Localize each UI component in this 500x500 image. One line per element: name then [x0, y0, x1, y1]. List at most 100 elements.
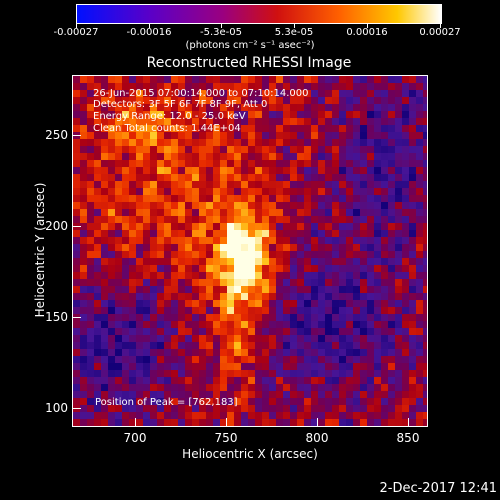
heatmap-cell: [199, 307, 206, 314]
heatmap-cell: [311, 335, 318, 342]
heatmap-cell: [185, 265, 192, 272]
heatmap-cell: [339, 237, 346, 244]
heatmap-cell: [367, 237, 374, 244]
heatmap-cell: [115, 237, 122, 244]
heatmap-cell: [304, 328, 311, 335]
heatmap-cell: [73, 412, 80, 419]
heatmap-cell: [164, 160, 171, 167]
heatmap-cell: [199, 97, 206, 104]
heatmap-cell: [332, 272, 339, 279]
heatmap-cell: [136, 398, 143, 405]
heatmap-cell: [108, 195, 115, 202]
heatmap-cell: [374, 216, 381, 223]
heatmap-cell: [220, 384, 227, 391]
heatmap-cell: [276, 160, 283, 167]
heatmap-cell: [87, 139, 94, 146]
heatmap-cell: [115, 76, 122, 83]
heatmap-cell: [304, 349, 311, 356]
heatmap-cell: [143, 356, 150, 363]
heatmap-cell: [353, 153, 360, 160]
heatmap-cell: [423, 139, 427, 146]
heatmap-cell: [157, 216, 164, 223]
heatmap-cell: [129, 104, 136, 111]
heatmap-cell: [332, 216, 339, 223]
heatmap-cell: [402, 153, 409, 160]
heatmap-cell: [388, 244, 395, 251]
heatmap-cell: [339, 90, 346, 97]
heatmap-cell: [374, 328, 381, 335]
heatmap-cell: [206, 153, 213, 160]
heatmap-cell: [346, 181, 353, 188]
heatmap-cell: [395, 230, 402, 237]
heatmap-cell: [409, 188, 416, 195]
heatmap-image: [73, 76, 427, 426]
heatmap-cell: [87, 419, 94, 426]
heatmap-cell: [178, 104, 185, 111]
heatmap-cell: [150, 342, 157, 349]
heatmap-cell: [290, 251, 297, 258]
heatmap-cell: [234, 272, 241, 279]
heatmap-cell: [220, 356, 227, 363]
heatmap-cell: [311, 97, 318, 104]
heatmap-cell: [199, 132, 206, 139]
heatmap-cell: [318, 167, 325, 174]
heatmap-cell: [325, 328, 332, 335]
heatmap-cell: [150, 181, 157, 188]
heatmap-cell: [367, 363, 374, 370]
heatmap-cell: [325, 97, 332, 104]
heatmap-cell: [171, 272, 178, 279]
heatmap-cell: [374, 321, 381, 328]
heatmap-cell: [416, 216, 423, 223]
heatmap-cell: [395, 181, 402, 188]
heatmap-cell: [241, 356, 248, 363]
heatmap-cell: [213, 272, 220, 279]
heatmap-cell: [192, 188, 199, 195]
heatmap-cell: [199, 370, 206, 377]
heatmap-cell: [381, 132, 388, 139]
heatmap-cell: [332, 321, 339, 328]
heatmap-cell: [122, 398, 129, 405]
heatmap-cell: [220, 349, 227, 356]
heatmap-cell: [395, 321, 402, 328]
heatmap-cell: [220, 265, 227, 272]
heatmap-cell: [150, 391, 157, 398]
heatmap-cell: [339, 160, 346, 167]
heatmap-cell: [220, 223, 227, 230]
heatmap-cell: [73, 76, 80, 83]
heatmap-cell: [269, 412, 276, 419]
heatmap-cell: [360, 188, 367, 195]
heatmap-cell: [80, 412, 87, 419]
heatmap-cell: [234, 279, 241, 286]
heatmap-cell: [248, 321, 255, 328]
heatmap-cell: [220, 97, 227, 104]
heatmap-cell: [374, 90, 381, 97]
heatmap-cell: [206, 342, 213, 349]
heatmap-cell: [136, 237, 143, 244]
heatmap-cell: [192, 244, 199, 251]
heatmap-cell: [234, 160, 241, 167]
heatmap-cell: [150, 300, 157, 307]
heatmap-cell: [199, 111, 206, 118]
heatmap-cell: [374, 97, 381, 104]
heatmap-cell: [122, 384, 129, 391]
heatmap-cell: [171, 83, 178, 90]
heatmap-cell: [297, 398, 304, 405]
heatmap-cell: [122, 237, 129, 244]
heatmap-cell: [283, 216, 290, 223]
heatmap-cell: [108, 237, 115, 244]
heatmap-cell: [374, 209, 381, 216]
heatmap-cell: [395, 412, 402, 419]
heatmap-cell: [388, 167, 395, 174]
heatmap-cell: [122, 97, 129, 104]
heatmap-cell: [346, 174, 353, 181]
heatmap-cell: [353, 314, 360, 321]
heatmap-cell: [346, 363, 353, 370]
heatmap-cell: [178, 223, 185, 230]
heatmap-cell: [157, 328, 164, 335]
heatmap-cell: [108, 328, 115, 335]
heatmap-cell: [157, 111, 164, 118]
heatmap-cell: [276, 314, 283, 321]
heatmap-cell: [360, 398, 367, 405]
heatmap-cell: [255, 188, 262, 195]
heatmap-cell: [227, 300, 234, 307]
